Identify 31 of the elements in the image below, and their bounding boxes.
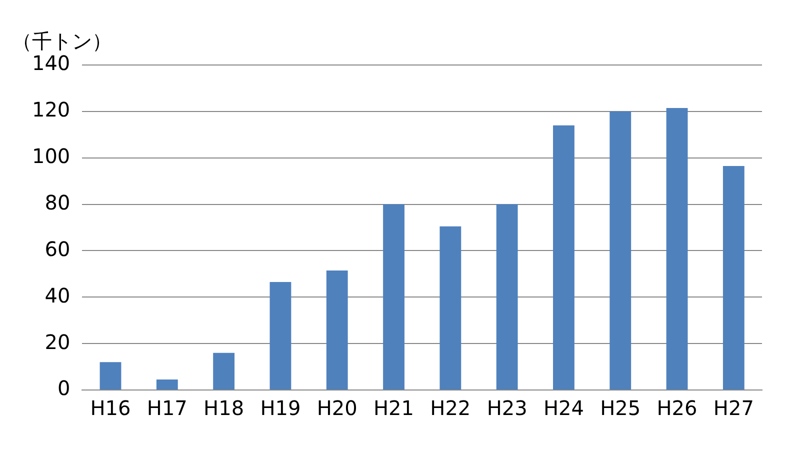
bar: [213, 352, 235, 390]
x-tick-label: H26: [656, 396, 698, 420]
y-tick-label: 80: [44, 190, 70, 214]
bar: [156, 380, 178, 390]
y-tick-label: 100: [32, 144, 70, 168]
bar: [666, 108, 688, 390]
x-tick-label: H19: [260, 396, 301, 420]
bar: [326, 270, 348, 390]
x-tick-label: H25: [600, 396, 641, 420]
y-tick-label: 20: [44, 330, 70, 354]
x-tick-label: H27: [713, 396, 754, 420]
bar: [496, 204, 518, 390]
x-tick-label: H16: [90, 396, 131, 420]
bar: [440, 226, 462, 390]
x-tick-label: H22: [430, 396, 471, 420]
bar: [383, 204, 404, 390]
y-tick-label: 60: [44, 236, 70, 261]
x-tick-label: H24: [543, 396, 584, 420]
bar: [553, 125, 574, 390]
x-tick-label: H20: [316, 396, 358, 420]
bar: [722, 166, 744, 390]
y-tick-label: 0: [57, 376, 70, 400]
bar: [610, 111, 632, 390]
x-tick-label: H18: [204, 396, 244, 420]
y-tick-label: 120: [32, 98, 70, 122]
bar: [270, 282, 292, 390]
bar: [100, 362, 122, 390]
x-tick-label: H23: [486, 396, 528, 420]
x-tick-label: H21: [374, 396, 414, 420]
y-tick-label: 40: [44, 283, 70, 308]
x-tick-label: H17: [146, 396, 188, 420]
